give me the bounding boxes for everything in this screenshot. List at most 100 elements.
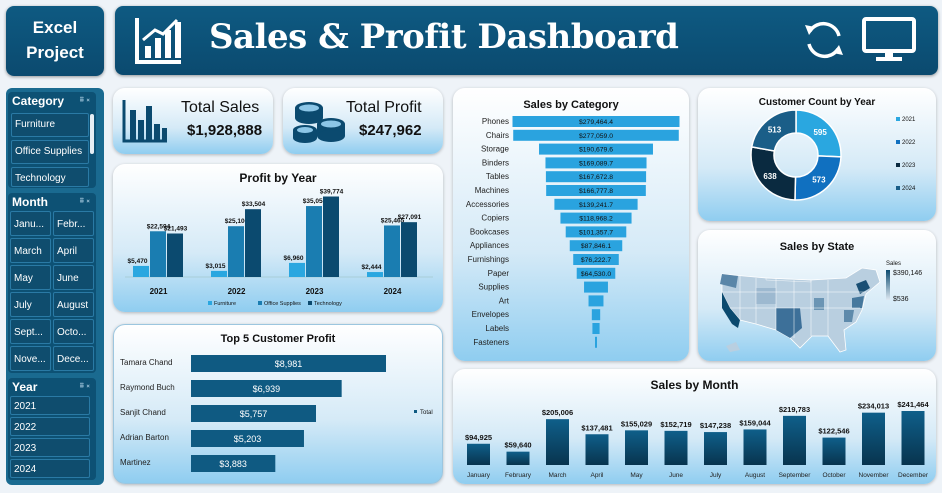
bar-chart-icon — [121, 98, 169, 144]
y-tick-label: Binders — [482, 158, 509, 167]
data-label: $33,504 — [242, 201, 266, 208]
top5-chart: Tamara Chand $8,981Raymond Buch $6,939Sanj… — [114, 325, 443, 484]
data-label: $219,783 — [779, 405, 810, 414]
bar — [744, 429, 767, 465]
total-profit-value: $247,962 — [359, 122, 422, 139]
data-label: $76,222.7 — [581, 257, 611, 264]
slicer-item-year[interactable]: 2023 — [10, 438, 90, 457]
bar — [384, 225, 400, 277]
data-label: $155,029 — [621, 419, 652, 428]
slicer-item-month[interactable]: April — [53, 238, 94, 263]
total-sales-value: $1,928,888 — [187, 122, 262, 139]
legend-swatch — [208, 301, 212, 305]
data-label: 638 — [763, 172, 777, 181]
slicer-item-month[interactable]: Sept... — [10, 319, 51, 344]
slicer-item-month[interactable]: Octo... — [53, 319, 94, 344]
sales-by-state-title: Sales by State — [698, 241, 936, 253]
bar — [823, 438, 846, 465]
x-tick-label: May — [630, 472, 643, 479]
logo-box: Excel Project — [6, 6, 104, 76]
data-label: $166,777.8 — [579, 188, 613, 195]
map-legend-scale — [886, 270, 890, 300]
legend-label: 2022 — [902, 140, 916, 146]
y-tick-label: Storage — [481, 145, 510, 154]
data-label: 573 — [812, 175, 826, 184]
slicer-item-furniture[interactable]: Furniture — [11, 113, 89, 137]
y-tick-label: Bookcases — [470, 227, 509, 236]
x-tick-label: 2021 — [150, 287, 168, 296]
slicer-item-month[interactable]: Dece... — [53, 346, 94, 371]
slicer-item-month[interactable]: August — [53, 292, 94, 317]
bar — [167, 234, 183, 277]
legend-label: Total — [420, 410, 433, 416]
slicer-item-month[interactable]: Nove... — [10, 346, 51, 371]
year-slicer: Year ⩩ ⨯ 2021 2022 2023 2024 — [8, 378, 96, 480]
slicer-item-month[interactable]: March — [10, 238, 51, 263]
slicer-item-office-supplies[interactable]: Office Supplies — [11, 140, 89, 164]
filter-icon[interactable]: ⩩ ⨯ — [80, 381, 90, 391]
slicer-item-year[interactable]: 2021 — [10, 396, 90, 415]
data-label: $2,444 — [362, 264, 382, 271]
y-tick-label: Tamara Chand — [120, 358, 172, 367]
slicer-item-month[interactable]: May — [10, 265, 51, 290]
us-map — [716, 258, 886, 358]
legend-label: 2023 — [902, 163, 916, 169]
data-label: $64,530.0 — [581, 271, 611, 278]
legend-swatch — [258, 301, 262, 305]
monitor-icon[interactable] — [862, 17, 916, 63]
month-slicer-title: Month — [12, 195, 48, 209]
bar — [625, 430, 648, 465]
data-label: $159,044 — [739, 418, 771, 427]
y-tick-label: Art — [499, 296, 510, 305]
slicer-item-month[interactable]: June — [53, 265, 94, 290]
data-label: $152,719 — [660, 420, 691, 429]
y-tick-label: Martinez — [120, 458, 151, 467]
y-tick-label: Accessories — [466, 200, 509, 209]
bar — [507, 452, 530, 465]
y-tick-label: Sanjit Chand — [120, 408, 166, 417]
bar — [704, 432, 727, 465]
bar — [133, 266, 149, 277]
bar — [586, 434, 609, 465]
slicer-item-year[interactable]: 2024 — [10, 459, 90, 478]
month-slicer: Month ⩩ ⨯ Janu... Febr... March April May Jun… — [8, 193, 96, 373]
x-tick-label: 2023 — [306, 287, 324, 296]
total-profit-label: Total Profit — [346, 99, 422, 117]
x-tick-label: April — [590, 472, 604, 479]
slicer-item-month[interactable]: July — [10, 292, 51, 317]
slicer-scrollbar[interactable] — [90, 114, 94, 154]
filter-icon[interactable]: ⩩ ⨯ — [80, 95, 90, 105]
x-tick-label: January — [467, 472, 491, 479]
y-tick-label: Tables — [486, 172, 509, 181]
x-tick-label: March — [548, 472, 566, 479]
slicer-item-year[interactable]: 2022 — [10, 417, 90, 436]
slicer-item-technology[interactable]: Technology — [11, 167, 89, 187]
x-tick-label: December — [898, 472, 929, 479]
refresh-icon[interactable] — [801, 17, 847, 63]
legend-label: Technology — [314, 301, 342, 307]
map-legend-max: $390,146 — [893, 270, 922, 277]
data-label: $87,846.1 — [581, 243, 611, 250]
slicer-item-month[interactable]: Janu... — [10, 211, 51, 236]
slicer-item-month[interactable]: Febr... — [53, 211, 94, 236]
data-label: $101,357.7 — [579, 229, 613, 236]
legend-swatch — [896, 140, 900, 144]
data-label: $39,774 — [320, 189, 344, 196]
filter-icon[interactable]: ⩩ ⨯ — [80, 196, 90, 206]
x-tick-label: June — [669, 472, 683, 479]
customer-count-chart: 595 2021 573 2022 638 2023 513 2024 — [698, 88, 936, 221]
logo-line2: Project — [6, 43, 104, 63]
map-legend-min: $536 — [893, 296, 909, 303]
funnel-bar — [589, 295, 604, 306]
legend-label: Furniture — [214, 301, 236, 307]
logo-line1: Excel — [6, 18, 104, 38]
y-tick-label: Supplies — [478, 283, 509, 292]
data-label: $118,968.2 — [579, 216, 613, 223]
data-label: 595 — [813, 128, 827, 137]
year-slicer-title: Year — [12, 380, 37, 394]
y-tick-label: Appliances — [470, 241, 509, 250]
data-label: $5,757 — [240, 409, 268, 419]
sales-by-month-chart: $94,925January$59,640February$205,006Mar… — [453, 369, 936, 484]
bar — [245, 209, 261, 277]
y-tick-label: Envelopes — [472, 310, 509, 319]
